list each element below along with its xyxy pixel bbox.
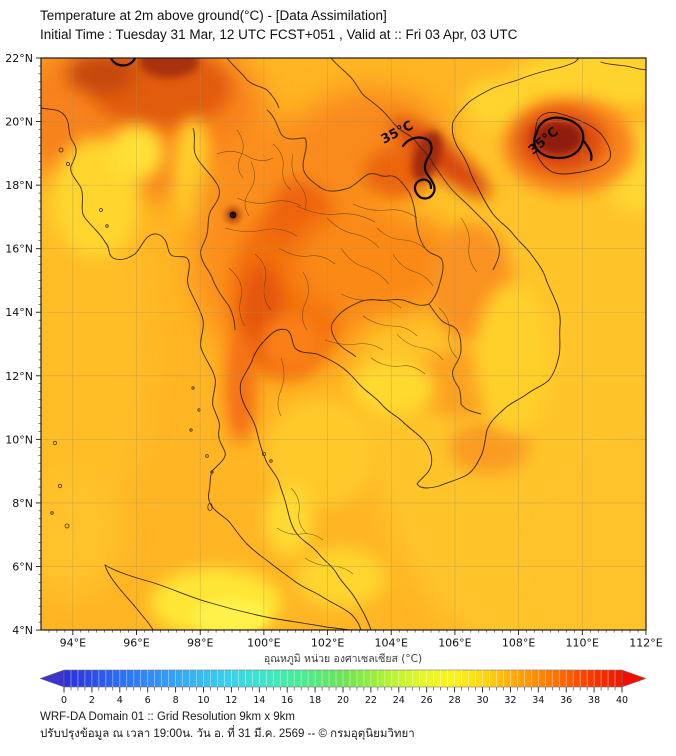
colorbar-ticks: 0 2 4 6 8 10 12 14 16 18 20 22 24 26 28 30 32 34 36 38 40: [61, 687, 628, 706]
colorbar-tick-label: 8: [173, 695, 179, 706]
hot-spot-marker: [231, 213, 235, 217]
y-tick-label: 12°N: [5, 370, 33, 383]
x-tick-label: 112°E: [629, 637, 662, 650]
y-tick-label: 18°N: [5, 179, 33, 192]
colorbar-tick-label: 22: [365, 695, 377, 706]
y-tick-label: 16°N: [5, 243, 33, 256]
y-tick-label: 10°N: [5, 433, 33, 446]
x-tick-label: 98°E: [187, 637, 213, 650]
colorbar-tick-label: 34: [532, 695, 544, 706]
temperature-map: 35°C 35°C 94°E 96°E 98°E 100°E 102°E 104°E 106°…: [5, 52, 663, 650]
y-tick-label: 14°N: [5, 306, 33, 319]
colorbar-tick-label: 0: [61, 695, 67, 706]
x-tick-label: 104°E: [375, 637, 408, 650]
colorbar-segments: [70, 670, 616, 687]
colorbar-tick-label: 30: [476, 695, 488, 706]
x-tick-label: 110°E: [566, 637, 599, 650]
y-tick-label: 8°N: [12, 497, 33, 510]
colorbar-tick-label: 14: [253, 695, 265, 706]
x-tick-label: 106°E: [438, 637, 471, 650]
colorbar-tick-label: 4: [117, 695, 123, 706]
x-tick-label: 108°E: [502, 637, 535, 650]
temperature-field: [41, 58, 646, 630]
colorbar-tick-label: 24: [393, 695, 405, 706]
footer-update-info: ปรับปรุงข้อมูล ณ เวลา 19:00น. วัน อ. ที่…: [40, 728, 415, 740]
colorbar: อุณหภูมิ หน่วย องศาเซลเซียส (°C) 0 2 4 6 8 10…: [39, 652, 647, 706]
y-axis: 22°N 20°N 18°N 16°N 14°N 12°N 10°N 8°N 6°N 4°N: [5, 52, 41, 637]
colorbar-tick-label: 40: [616, 695, 628, 706]
x-tick-label: 102°E: [311, 637, 344, 650]
footer: WRF-DA Domain 01 :: Grid Resolution 9km …: [40, 709, 415, 743]
y-tick-label: 22°N: [5, 52, 33, 65]
page-title: Temperature at 2m above ground(°C) - [Da…: [40, 8, 387, 23]
province-borders: [216, 129, 478, 575]
x-tick-label: 96°E: [123, 637, 149, 650]
colorbar-tick-label: 10: [197, 695, 209, 706]
colorbar-tick-label: 18: [309, 695, 321, 706]
contour-35c: [109, 58, 593, 219]
title-block: Temperature at 2m above ground(°C) - [Da…: [40, 7, 517, 44]
colorbar-tick-label: 20: [337, 695, 349, 706]
colorbar-tick-label: 32: [504, 695, 516, 706]
colorbar-title: อุณหภูมิ หน่วย องศาเซลเซียส (°C): [264, 652, 422, 665]
x-tick-label: 94°E: [60, 637, 86, 650]
colorbar-over-arrow: [621, 669, 647, 688]
colorbar-tick-label: 16: [281, 695, 293, 706]
colorbar-tick-label: 26: [421, 695, 433, 706]
colorbar-tick-label: 28: [449, 695, 461, 706]
colorbar-tick-label: 38: [588, 695, 600, 706]
y-tick-label: 4°N: [12, 624, 33, 637]
page-subtitle: Initial Time : Tuesday 31 Mar, 12 UTC FC…: [40, 27, 518, 42]
y-tick-label: 6°N: [12, 560, 33, 573]
colorbar-tick-label: 2: [89, 695, 95, 706]
colorbar-under-arrow: [39, 669, 65, 688]
x-axis: 94°E 96°E 98°E 100°E 102°E 104°E 106°E 108°E 110…: [48, 630, 663, 650]
x-tick-label: 100°E: [247, 637, 280, 650]
colorbar-tick-label: 6: [145, 695, 151, 706]
colorbar-tick-label: 36: [560, 695, 572, 706]
y-tick-label: 20°N: [5, 116, 33, 129]
footer-domain-info: WRF-DA Domain 01 :: Grid Resolution 9km …: [40, 711, 295, 723]
colorbar-tick-label: 12: [225, 695, 237, 706]
